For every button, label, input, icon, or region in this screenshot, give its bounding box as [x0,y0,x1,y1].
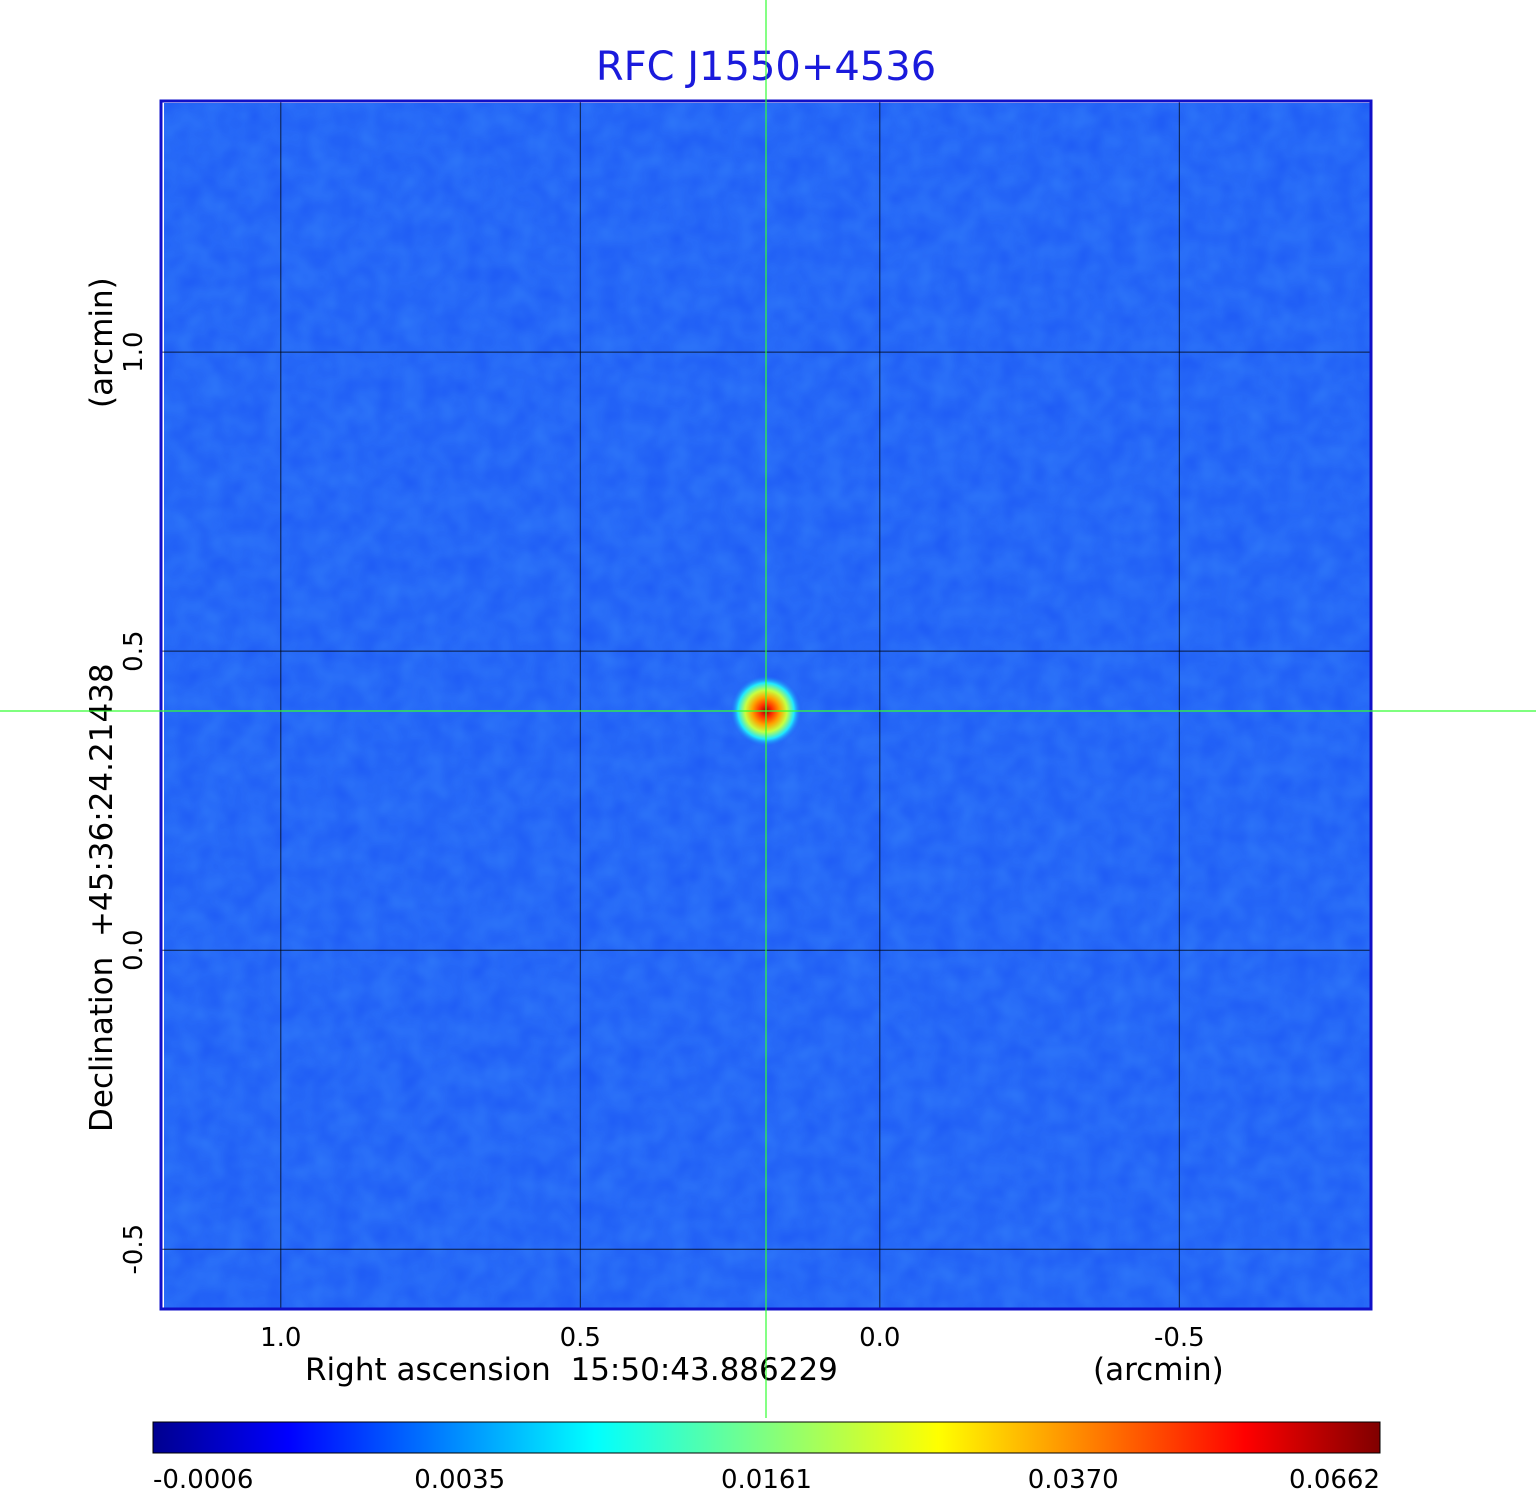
colorbar-tick-label: 0.0662 [1289,1465,1380,1495]
x-tick-label: 0.5 [560,1323,601,1353]
colorbar-tick-label: 0.0035 [414,1465,505,1495]
y-tick-label: -0.5 [119,1224,149,1275]
x-axis-label: Right ascension 15:50:43.886229 [305,1352,838,1388]
y-tick-labels: 1.0 0.5 0.0 -0.5 [119,331,149,1274]
colorbar-tick-label: -0.0006 [153,1465,253,1495]
x-tick-label: -0.5 [1154,1323,1205,1353]
y-tick-label: 0.5 [119,630,149,671]
x-axis-unit: (arcmin) [1093,1352,1224,1388]
colorbar-tick-label: 0.0161 [721,1465,812,1495]
x-tick-label: 0.0 [859,1323,900,1353]
y-axis-label: Declination +45:36:24.21438 [84,663,120,1132]
y-tick-label: 1.0 [119,331,149,372]
colorbar-tick-label: 0.0370 [1028,1465,1119,1495]
x-tick-label: 1.0 [260,1323,301,1353]
colorbar [152,1421,1381,1454]
x-tick-labels: 1.0 0.5 0.0 -0.5 [260,1323,1205,1353]
colorbar-tick-labels: -0.0006 0.0035 0.0161 0.0370 0.0662 [153,1465,1380,1495]
y-tick-label: 0.0 [119,930,149,971]
y-axis-unit: (arcmin) [84,277,120,408]
image-field [164,103,1370,1308]
